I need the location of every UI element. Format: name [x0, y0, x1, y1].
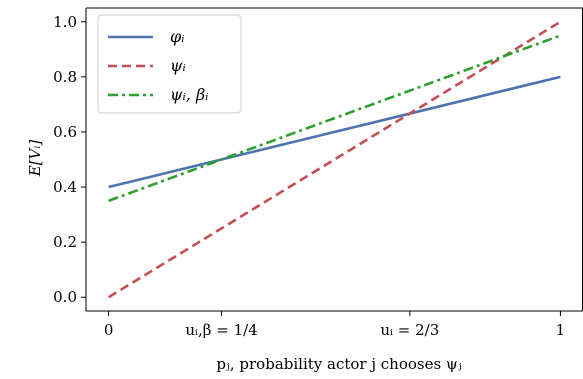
- y-axis-label: E[Vᵢ]: [26, 140, 44, 178]
- series-line-1: [108, 75, 561, 189]
- x-axis-label: pⱼ, probability actor j chooses ψⱼ: [216, 355, 461, 373]
- ticks: 0.0 0.2 0.4 0.6 0.8 1.0 0 uᵢ,β = 1/4 uᵢ = 2/3 1: [53, 13, 565, 339]
- series-line-3: [108, 34, 561, 203]
- y-tick-label: 0.2: [53, 233, 77, 251]
- x-tick-label: uᵢ = 2/3: [380, 321, 439, 339]
- legend-box: [97, 14, 242, 114]
- y-tick-label: 0.6: [53, 123, 77, 141]
- y-tick-label: 1.0: [53, 13, 77, 31]
- y-tick-label: 0.8: [53, 68, 77, 86]
- x-tick-label: uᵢ,β = 1/4: [185, 321, 257, 339]
- series-line-2: [107, 20, 562, 299]
- x-tick-label: 0: [104, 321, 114, 339]
- x-tick-label: 1: [556, 321, 566, 339]
- legend-entry-2: ψᵢ: [170, 56, 186, 75]
- series-layer: [107, 20, 562, 299]
- legend-entry-1: φᵢ: [170, 27, 184, 46]
- legend-entry-3: ψᵢ, βᵢ: [170, 85, 208, 104]
- y-tick-label: 0.0: [53, 288, 77, 306]
- y-tick-label: 0.4: [53, 178, 77, 196]
- legend: φᵢ ψᵢ ψᵢ, βᵢ: [97, 14, 242, 114]
